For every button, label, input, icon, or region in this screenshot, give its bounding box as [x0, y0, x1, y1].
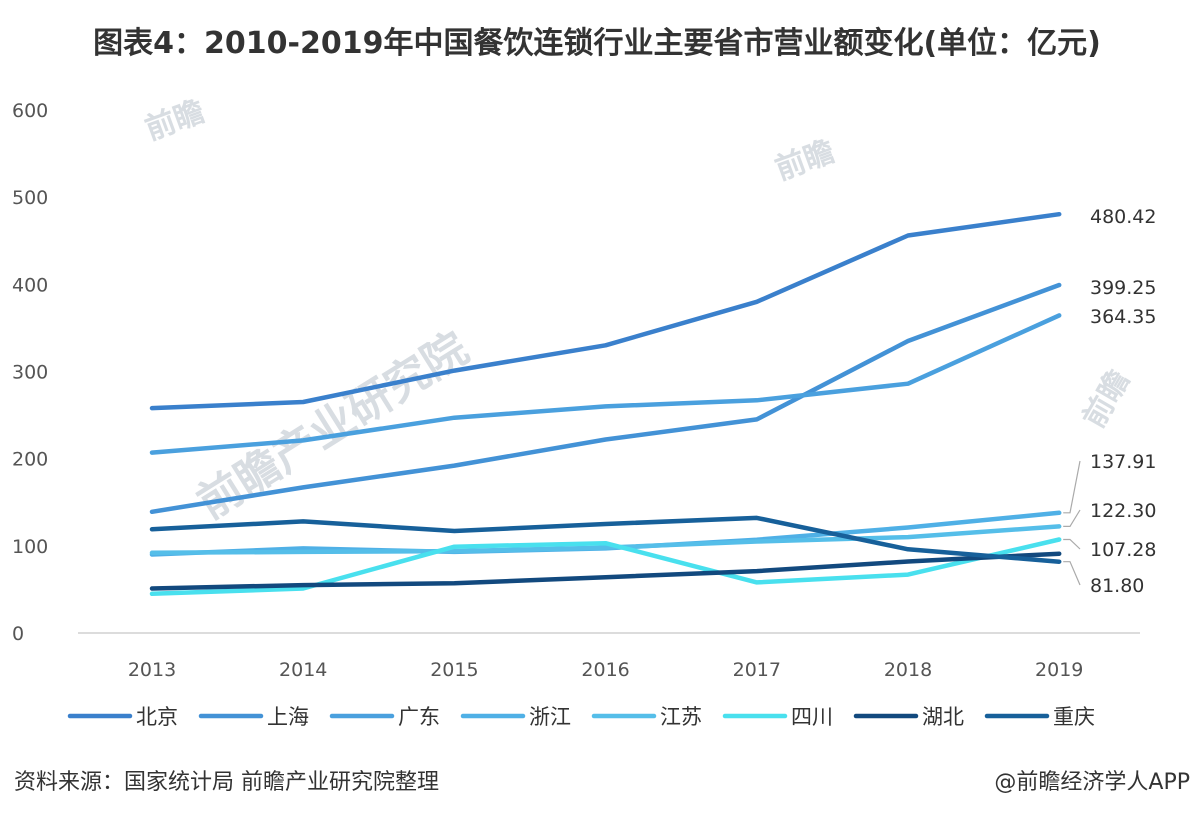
end-value-label: 480.42: [1090, 206, 1156, 228]
end-value-label: 137.91: [1090, 451, 1156, 473]
legend-label: 四川: [791, 705, 833, 729]
legend-label: 湖北: [922, 705, 964, 729]
legend: 北京 上海 广东 浙江 江苏 四川 湖北 重庆: [67, 705, 1095, 729]
x-tick-label: 2019: [1035, 659, 1083, 681]
y-tick-label: 500: [12, 187, 48, 209]
end-value-label: 399.25: [1090, 277, 1156, 299]
source-note: 资料来源：国家统计局 前瞻产业研究院整理: [14, 770, 439, 795]
end-value-label: 364.35: [1090, 306, 1156, 328]
x-tick-label: 2015: [430, 659, 478, 681]
y-tick-label: 300: [12, 362, 48, 384]
legend-label: 广东: [398, 705, 440, 729]
series-line-上海: [149, 282, 1062, 515]
series-lines: [149, 211, 1062, 597]
end-value-label: 81.80: [1090, 575, 1144, 597]
y-axis-ticks: 0 100 200 300 400 500 600: [12, 100, 48, 645]
label-leader-line: [1063, 538, 1081, 550]
series-line-四川: [149, 537, 1062, 597]
end-labels: 480.42 399.25 364.35 137.91 122.30 107.28 81.8…: [1063, 206, 1156, 597]
x-tick-label: 2016: [581, 659, 629, 681]
y-tick-label: 600: [12, 100, 48, 122]
series-line-重庆: [149, 515, 1062, 564]
series-line-湖北: [149, 551, 1062, 591]
legend-label: 江苏: [660, 705, 702, 729]
label-leader-line: [1063, 460, 1081, 514]
legend-label: 重庆: [1053, 705, 1095, 729]
chart-title: 图表4：2010-2019年中国餐饮连锁行业主要省市营业额变化(单位：亿元): [93, 26, 1101, 61]
legend-label: 浙江: [529, 705, 571, 729]
x-tick-label: 2017: [733, 659, 781, 681]
end-value-label: 122.30: [1090, 500, 1156, 522]
end-value-label: 107.28: [1090, 539, 1156, 561]
x-axis: 2013 2014 2015 2016 2017 2018 2019: [78, 632, 1140, 681]
x-tick-label: 2013: [128, 659, 176, 681]
credit-note: @前瞻经济学人APP: [994, 770, 1190, 795]
series-line-北京: [149, 211, 1062, 411]
x-tick-label: 2018: [884, 659, 932, 681]
series-line-江苏: [149, 524, 1062, 556]
legend-label: 北京: [136, 705, 178, 729]
legend-label: 上海: [267, 705, 309, 729]
y-tick-label: 100: [12, 536, 48, 558]
watermark-text: 前瞻: [1077, 365, 1137, 434]
y-tick-label: 0: [12, 623, 24, 645]
y-tick-label: 200: [12, 449, 48, 471]
series-line-广东: [149, 313, 1062, 455]
x-tick-label: 2014: [279, 659, 327, 681]
label-leader-line: [1063, 509, 1081, 528]
watermark-text: 前瞻: [141, 94, 209, 147]
watermark-text: 前瞻: [771, 134, 839, 187]
y-tick-label: 400: [12, 274, 48, 296]
label-leader-line: [1063, 561, 1081, 586]
